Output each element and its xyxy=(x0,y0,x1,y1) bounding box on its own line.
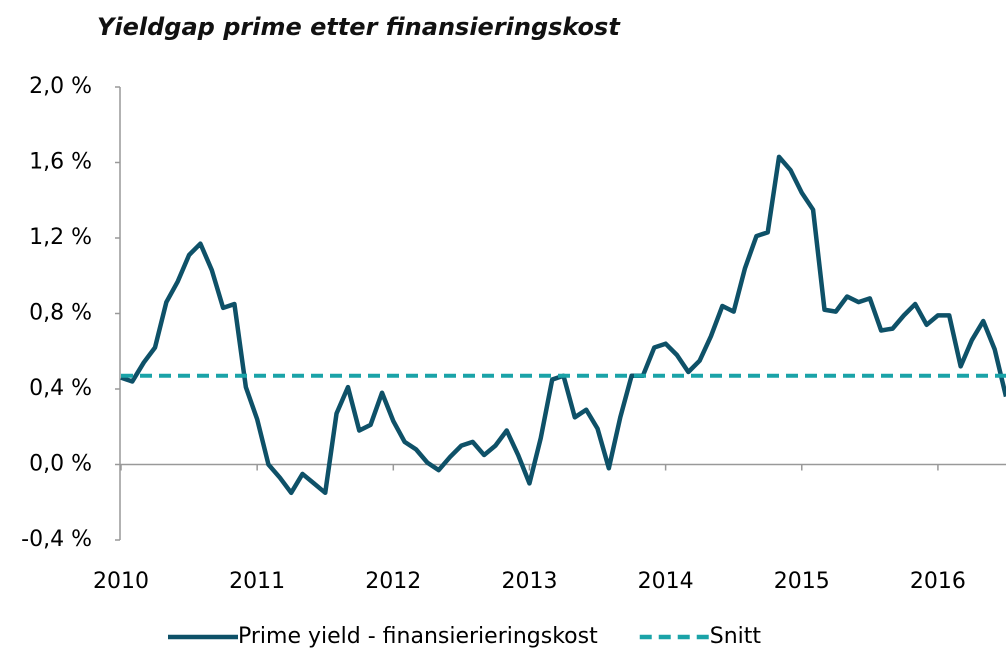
x-tick-label: 2013 xyxy=(501,569,557,594)
x-tick-label: 2011 xyxy=(229,569,285,594)
x-tick-label: 2014 xyxy=(638,569,694,594)
x-tick-label: 2012 xyxy=(365,569,421,594)
y-tick-label: 1,2 % xyxy=(29,225,92,250)
x-tick-label: 2010 xyxy=(93,569,149,594)
x-tick-label: 2015 xyxy=(774,569,830,594)
y-tick-label: 0,0 % xyxy=(29,452,92,477)
legend-label: Prime yield - finansierieringskost xyxy=(238,624,598,649)
legend-label: Snitt xyxy=(710,624,762,649)
y-tick-label: 0,8 % xyxy=(29,301,92,326)
x-tick-label: 2016 xyxy=(910,569,966,594)
y-tick-label: 2,0 % xyxy=(29,74,92,99)
y-tick-label: -0,4 % xyxy=(21,527,92,552)
y-tick-label: 1,6 % xyxy=(29,150,92,175)
y-tick-label: 0,4 % xyxy=(29,376,92,401)
data-line xyxy=(120,154,1006,496)
chart-title: Yieldgap prime etter finansieringskost xyxy=(97,13,621,41)
